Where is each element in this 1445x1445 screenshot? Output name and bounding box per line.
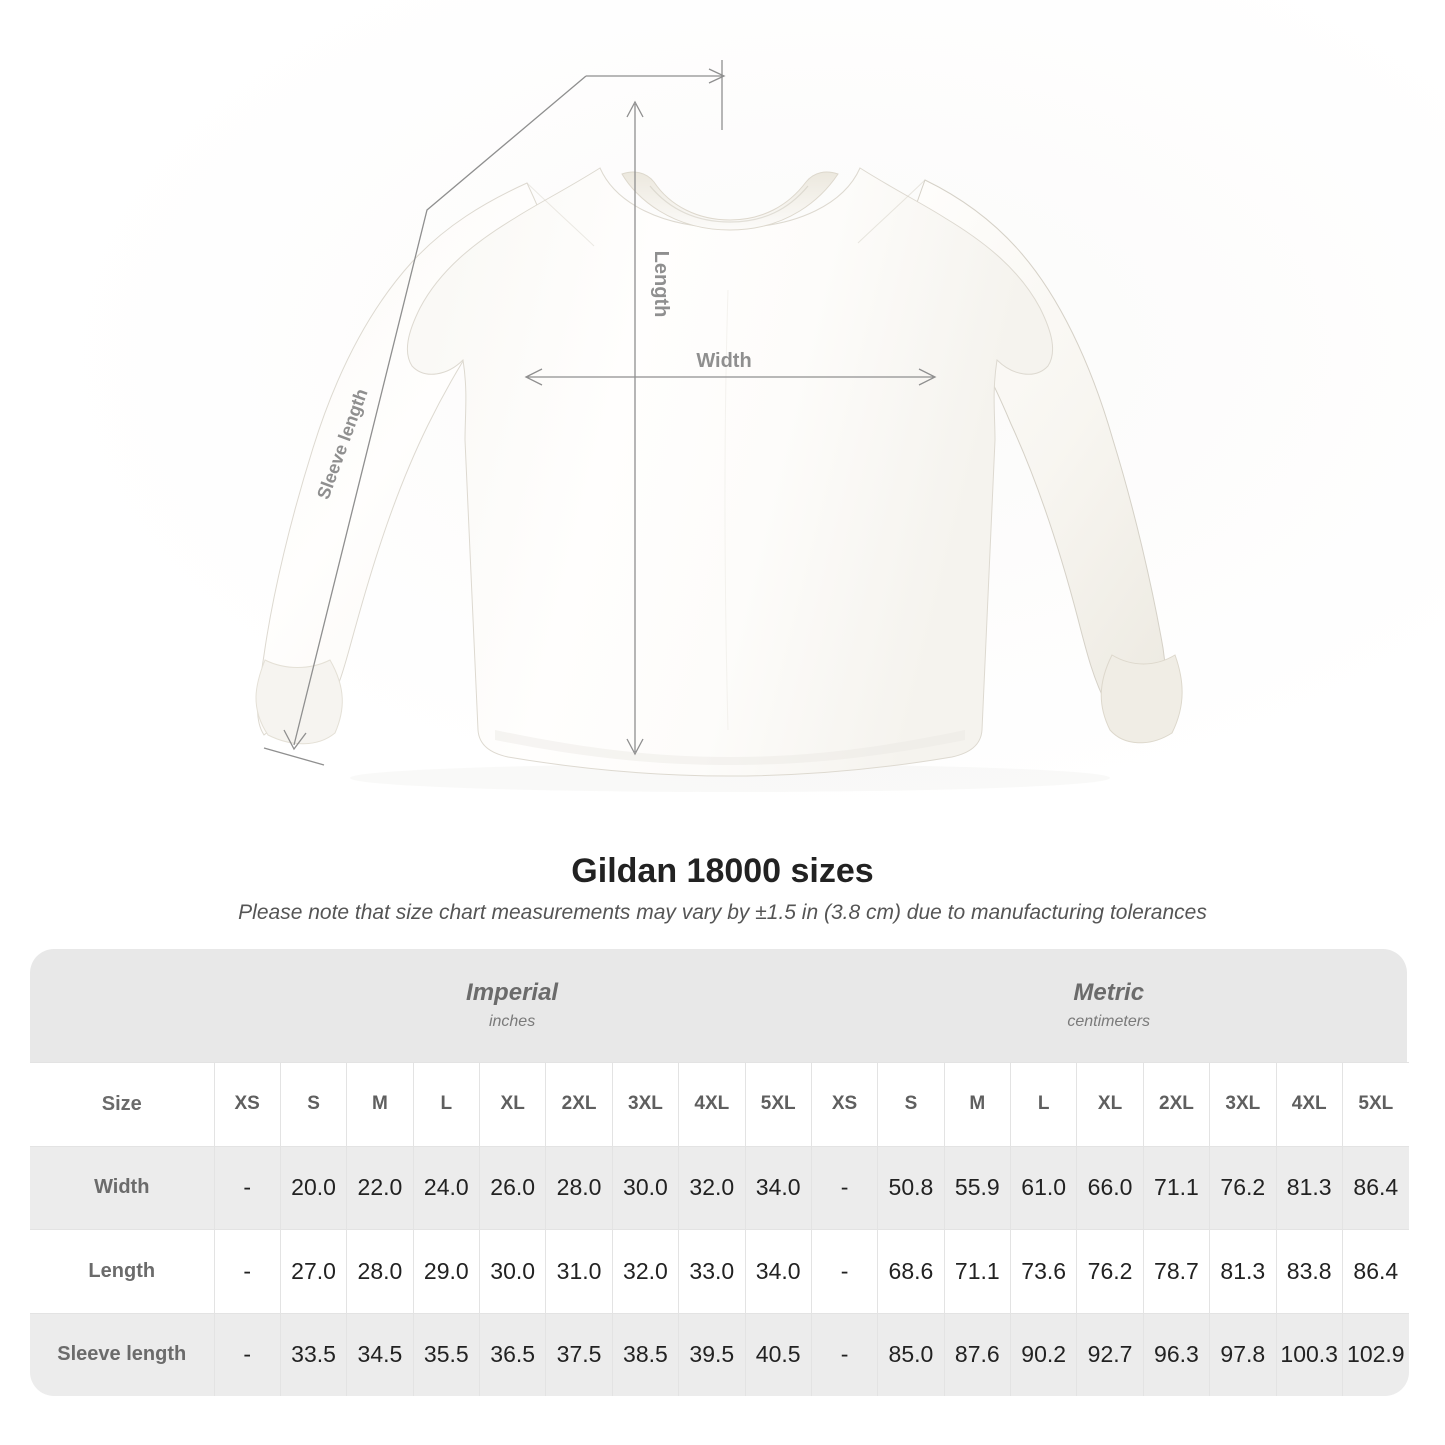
svg-text:Width: Width — [696, 350, 751, 372]
svg-text:Length: Length — [650, 251, 672, 318]
